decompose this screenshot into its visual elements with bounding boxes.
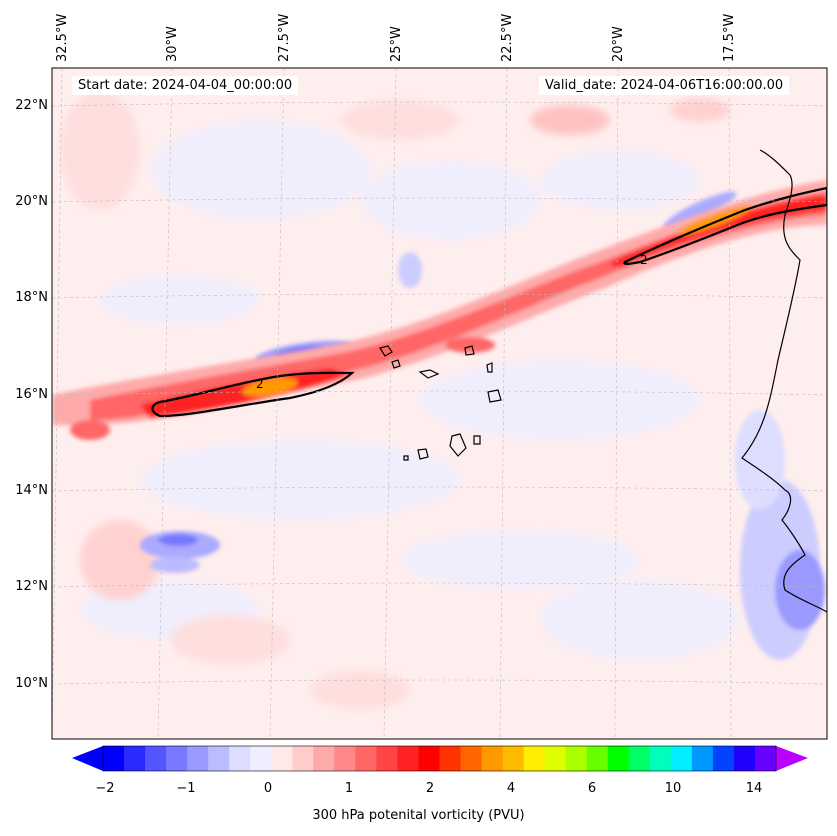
- cb-tick-2: 2: [425, 781, 435, 796]
- pv-field-negative: [140, 191, 825, 660]
- lat-label-20n: 20°N: [15, 194, 48, 209]
- colorbar-swatch: [187, 746, 209, 771]
- colorbar-swatch: [754, 746, 777, 771]
- contour-label-west: 2: [256, 377, 264, 391]
- colorbar-swatch: [502, 746, 525, 771]
- island-sal: [464, 345, 475, 356]
- lat-label-18n: 18°N: [15, 290, 48, 305]
- colorbar-swatch: [292, 746, 314, 771]
- colorbar-swatch: [271, 746, 293, 771]
- colorbar-swatch: [208, 746, 230, 771]
- colorbar-swatches: [103, 746, 777, 771]
- pv-field-light: [60, 90, 740, 710]
- island-fogo: [417, 448, 429, 460]
- map-frame: [51, 67, 828, 740]
- contour-label-east: 2: [640, 253, 648, 267]
- colorbar-swatch: [355, 746, 377, 771]
- island-santo-antao: [379, 345, 393, 357]
- colorbar-swatch: [313, 746, 335, 771]
- lat-label-14n: 14°N: [15, 483, 48, 498]
- colorbar-swatch: [376, 746, 398, 771]
- colorbar-swatch: [334, 746, 356, 771]
- colorbar-swatch: [544, 746, 567, 771]
- island-brava: [403, 455, 409, 461]
- colorbar-swatch: [460, 746, 483, 771]
- island-sao-nicolau: [418, 369, 440, 379]
- streamer-outer: [52, 180, 827, 426]
- colorbar-swatch: [439, 746, 462, 771]
- island-east: [473, 435, 481, 445]
- colorbar-swatch: [670, 746, 693, 771]
- colorbar-swatch: [229, 746, 251, 771]
- cb-tick-4: 4: [506, 781, 516, 796]
- colorbar-swatch: [565, 746, 588, 771]
- colorbar-swatch: [607, 746, 630, 771]
- contour-2pvu-east: [623, 186, 827, 265]
- colorbar-swatch: [397, 746, 419, 771]
- contour-2pvu-west: [151, 371, 355, 418]
- colorbar-swatch: [250, 746, 272, 771]
- colorbar-swatch: [523, 746, 546, 771]
- lat-label-10n: 10°N: [15, 676, 48, 691]
- cb-tick-10: 10: [664, 781, 682, 796]
- lat-label-16n: 16°N: [15, 387, 48, 402]
- colorbar-swatch: [145, 746, 167, 771]
- colorbar-swatch: [124, 746, 146, 771]
- cb-tick-6: 6: [587, 781, 597, 796]
- colorbar-swatch: [166, 746, 188, 771]
- colorbar: [72, 745, 808, 772]
- lat-label-22n: 22°N: [15, 98, 48, 113]
- coastlines: [379, 149, 827, 613]
- cb-tick-14: 14: [745, 781, 763, 796]
- graticule: [52, 68, 827, 739]
- valid-date-label: Valid_date: 2024-04-06T16:00:00.00: [539, 76, 790, 95]
- cb-tick-1: 1: [344, 781, 354, 796]
- start-date-label: Start date: 2024-04-04_00:00:00: [72, 76, 299, 95]
- colorbar-swatch: [733, 746, 756, 771]
- island-sao-vicente: [391, 359, 401, 369]
- colorbar-swatch: [712, 746, 735, 771]
- colorbar-swatch: [628, 746, 651, 771]
- island-santiago: [449, 433, 467, 457]
- cb-tick-neg2: −2: [95, 781, 115, 796]
- cb-tick-neg1: −1: [176, 781, 196, 796]
- island-maio: [486, 362, 493, 373]
- lat-label-12n: 12°N: [15, 579, 48, 594]
- colorbar-title: 300 hPa potenital vorticity (PVU): [312, 808, 525, 823]
- colorbar-swatch: [481, 746, 504, 771]
- colorbar-swatch: [103, 746, 125, 771]
- island-boa-vista: [487, 389, 502, 403]
- pv-2-contours: [151, 186, 827, 418]
- colorbar-extend-low: [72, 746, 103, 771]
- cb-tick-0: 0: [263, 781, 273, 796]
- colorbar-swatch: [586, 746, 609, 771]
- africa-coast: [741, 149, 827, 613]
- colorbar-swatch: [691, 746, 714, 771]
- pv-max-east: [677, 205, 753, 235]
- colorbar-swatch: [418, 746, 440, 771]
- colorbar-swatch: [649, 746, 672, 771]
- colorbar-extend-high: [776, 746, 808, 771]
